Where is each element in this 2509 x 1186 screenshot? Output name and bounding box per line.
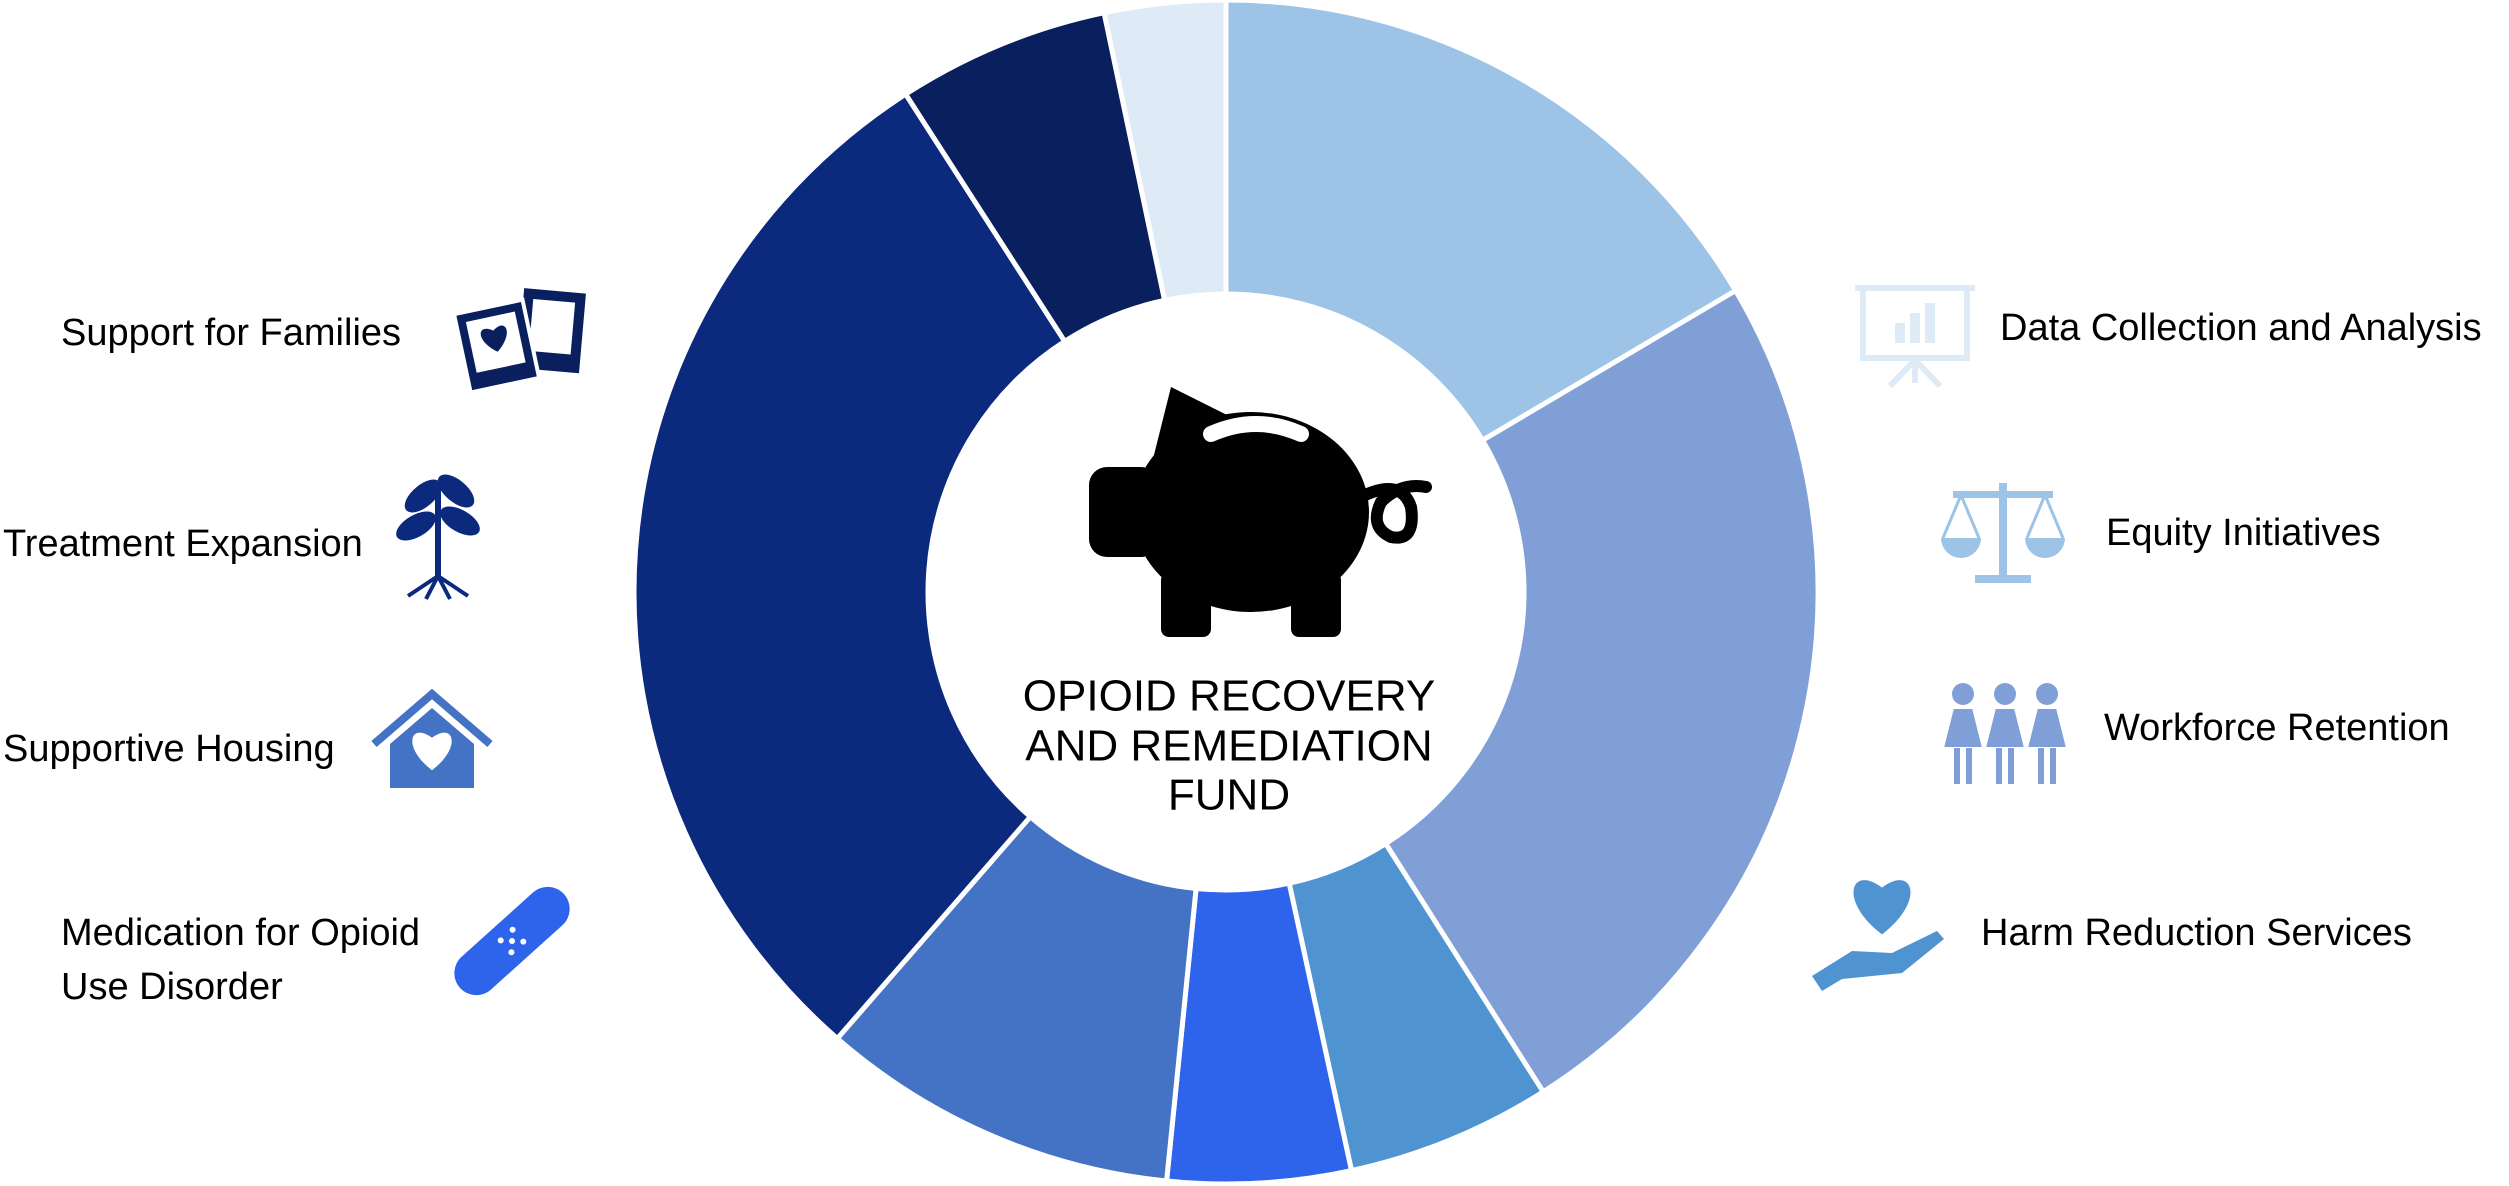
icon-part <box>396 511 436 541</box>
icon-part <box>2038 748 2044 784</box>
donut-segment <box>1101 0 1229 304</box>
icon-part <box>1983 707 2027 749</box>
legend-label: Equity Initiatives <box>2106 512 2381 554</box>
icon-part <box>1925 303 1935 343</box>
icon-part <box>406 574 470 600</box>
donut <box>631 0 1821 1186</box>
donut-segment <box>833 813 1199 1184</box>
icon-part <box>2025 707 2069 749</box>
icon-part <box>509 926 516 933</box>
donut-segment <box>631 90 1069 1043</box>
icon-part <box>1966 748 1972 784</box>
category-icon <box>451 288 586 395</box>
icon-part <box>1996 748 2002 784</box>
donut-segment <box>1382 287 1821 1096</box>
icon-part <box>2050 748 2056 784</box>
icon-part <box>1855 285 1975 389</box>
category-icon <box>1812 880 1944 991</box>
icon-part <box>440 506 480 536</box>
icon-part <box>1953 491 2053 498</box>
category-icon <box>371 688 493 788</box>
icon-part <box>509 938 515 944</box>
icon-part <box>1941 494 2065 539</box>
icon-part <box>2008 748 2014 784</box>
icon-part <box>1954 748 1960 784</box>
icons <box>371 285 2069 996</box>
center-title: FUND <box>1168 771 1290 820</box>
legend-label: Supportive Housing <box>3 728 335 770</box>
icon-part <box>1941 707 1985 749</box>
piggy-bank <box>1089 387 1432 637</box>
icon-part <box>1975 575 2031 583</box>
category-icon <box>396 474 480 600</box>
icon-part <box>437 474 475 508</box>
legend-label: Medication for Opioid Use Disorder <box>61 912 421 1008</box>
donut-segment <box>1223 0 1739 444</box>
icon-part <box>497 937 504 944</box>
icon-part <box>1910 313 1920 343</box>
icon-part <box>1941 538 2065 558</box>
legend-label: Data Collection and Analysis <box>2000 307 2482 349</box>
category-icon <box>1941 483 2065 583</box>
icon-part <box>435 481 441 576</box>
icon-part <box>1812 931 1944 991</box>
center-title: OPIOID RECOVERY <box>1023 672 1435 721</box>
icon-part <box>528 299 576 355</box>
category-icon <box>1855 285 1975 389</box>
center-title: AND REMEDIATION <box>1025 722 1432 771</box>
icon-part <box>404 479 442 513</box>
icon-part <box>412 732 452 771</box>
icon-part <box>1853 880 1911 935</box>
icon-part <box>508 949 515 956</box>
icon-part <box>371 688 493 748</box>
legend-label: Support for Families <box>61 312 402 354</box>
icon-part <box>1952 683 1974 705</box>
legend-label: Harm Reduction Services <box>1981 912 2412 954</box>
icon-part <box>1895 323 1905 343</box>
icon-part <box>1999 483 2007 578</box>
legend-label: Treatment Expansion <box>3 523 363 565</box>
category-icon <box>1941 683 2069 784</box>
legend-label: Workforce Retention <box>2104 707 2450 749</box>
icon-part <box>1994 683 2016 705</box>
icon-part <box>2036 683 2058 705</box>
icon-part <box>480 325 507 352</box>
icon-part <box>520 938 527 945</box>
category-icon <box>454 886 570 996</box>
